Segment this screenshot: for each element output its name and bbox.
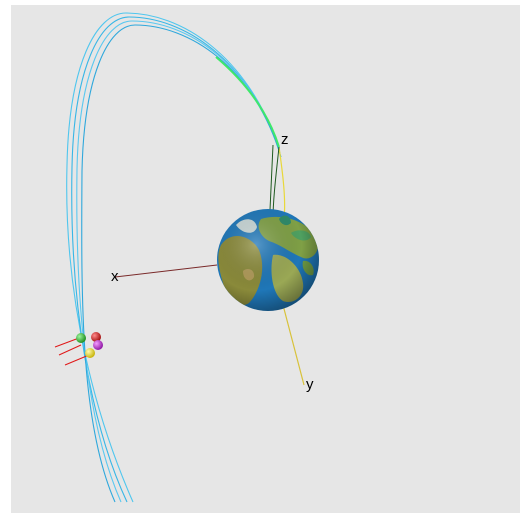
- orbit-trajectories: [66, 12, 286, 503]
- orbit-path-1: [66, 12, 279, 503]
- x-axis-line: [114, 264, 218, 278]
- orbit-path-2: [71, 16, 280, 503]
- orbit-path-3: [76, 20, 281, 503]
- y-axis-label: y: [306, 376, 314, 393]
- orbit-descent-yellow: [278, 146, 286, 220]
- spacecraft-green-marker[interactable]: [76, 333, 86, 343]
- orbit-scene[interactable]: x y z: [11, 5, 520, 513]
- z-axis-label: z: [281, 131, 289, 148]
- z-axis-line: [269, 144, 274, 211]
- y-axis-line: [282, 304, 305, 386]
- spacecraft-magenta-marker[interactable]: [93, 340, 103, 350]
- spacecraft-group[interactable]: [54, 332, 103, 366]
- orbit-path-4: [81, 24, 282, 503]
- spacecraft-red-marker[interactable]: [91, 332, 101, 342]
- orbit-descent-green: [272, 146, 280, 220]
- 3d-viewport[interactable]: x y z: [11, 5, 520, 513]
- x-axis-label: x: [111, 268, 119, 285]
- earth-globe[interactable]: [217, 209, 319, 311]
- coordinate-axes: x y z: [111, 131, 314, 393]
- orbit-highlight: [215, 56, 280, 148]
- spacecraft-yellow-marker[interactable]: [85, 348, 95, 358]
